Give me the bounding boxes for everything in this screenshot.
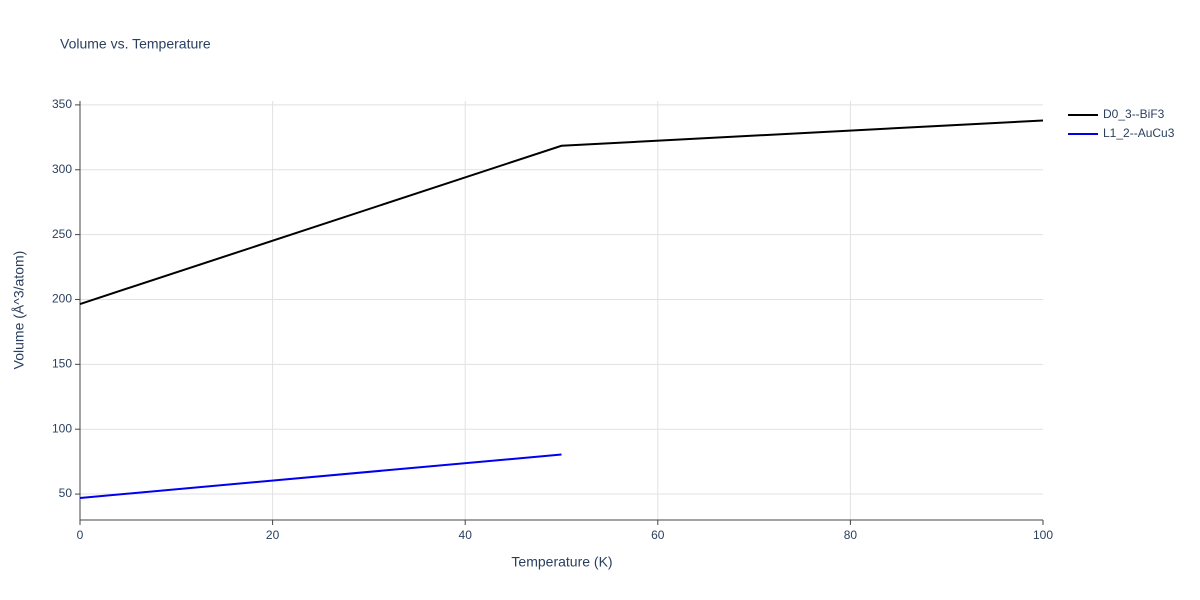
- x-tick-label: 60: [651, 528, 665, 542]
- y-tick-label: 200: [52, 292, 72, 306]
- x-tick-label: 40: [459, 528, 473, 542]
- legend-label: D0_3--BiF3: [1103, 107, 1165, 121]
- series-line: [79, 453, 562, 499]
- series-line: [79, 119, 1044, 305]
- x-tick-label: 0: [77, 528, 84, 542]
- x-axis-label: Temperature (K): [511, 554, 612, 570]
- x-tick-label: 100: [1033, 528, 1053, 542]
- y-tick-label: 150: [52, 357, 72, 371]
- y-tick-label: 250: [52, 227, 72, 241]
- x-tick-label: 80: [844, 528, 858, 542]
- chart-title: Volume vs. Temperature: [60, 36, 211, 52]
- y-tick-label: 100: [52, 421, 72, 435]
- x-tick-label: 20: [266, 528, 280, 542]
- legend-label: L1_2--AuCu3: [1103, 126, 1175, 140]
- y-tick-label: 350: [52, 97, 72, 111]
- y-axis-label: Volume (Å^3/atom): [11, 251, 27, 370]
- y-tick-label: 300: [52, 162, 72, 176]
- y-tick-label: 50: [59, 486, 73, 500]
